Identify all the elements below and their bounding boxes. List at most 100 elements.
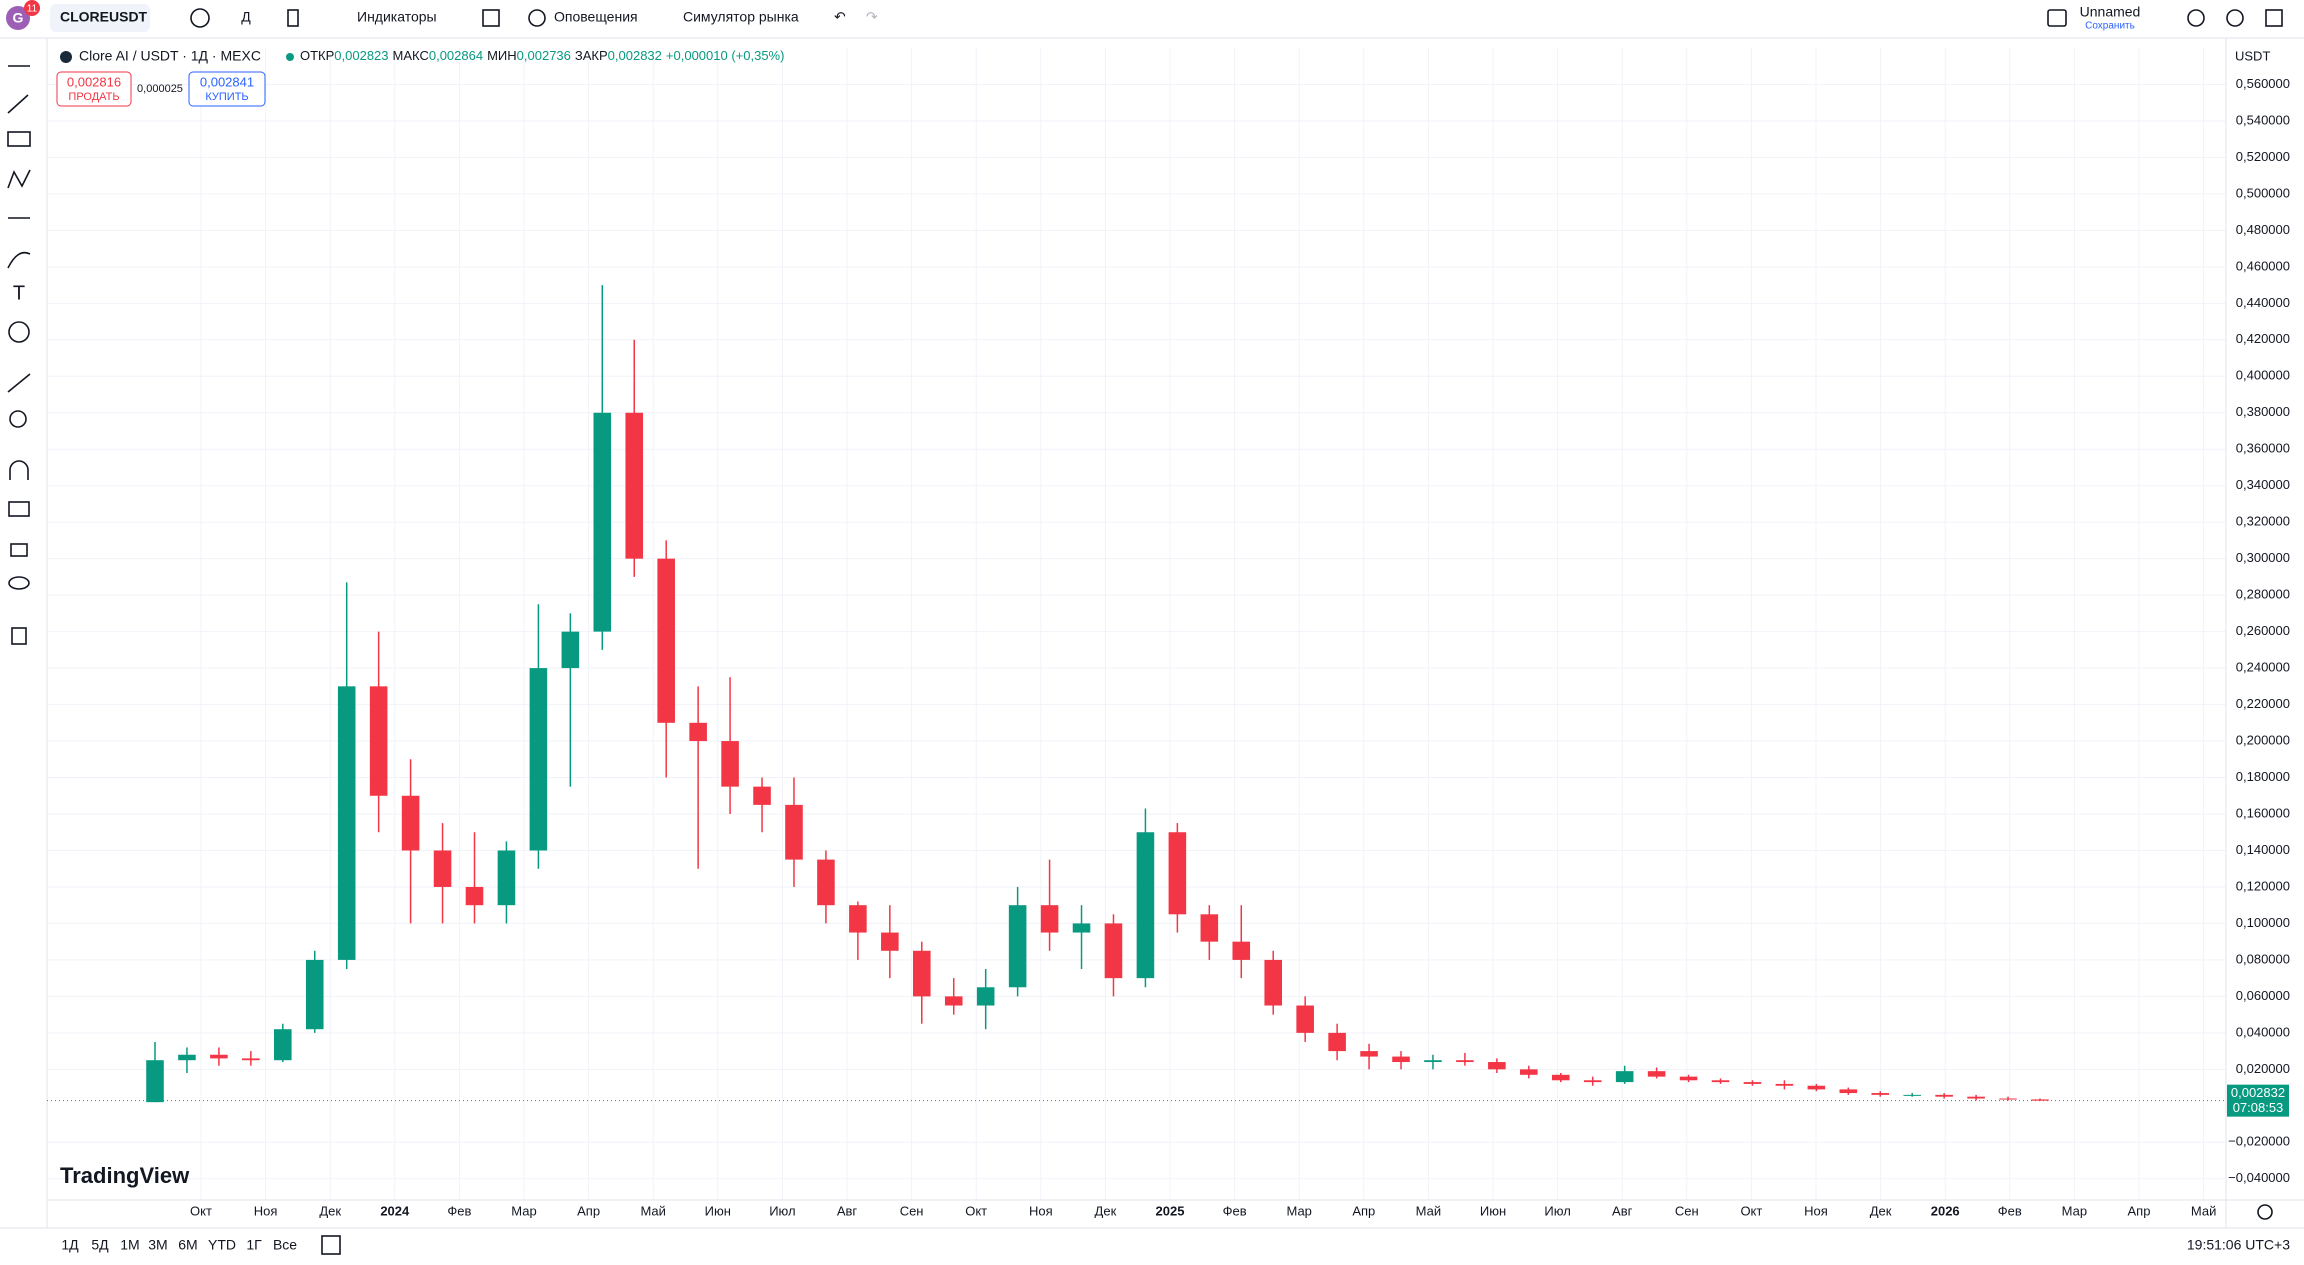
range-button[interactable]: 6М	[178, 1237, 197, 1253]
candle-body	[1392, 1056, 1410, 1063]
trendline-tool[interactable]	[7, 94, 29, 114]
symbol: CLOREUSDT	[60, 9, 148, 25]
add-symbol-icon[interactable]	[190, 8, 210, 28]
hide-tool[interactable]	[8, 576, 30, 590]
fullscreen-icon[interactable]	[2265, 9, 2283, 27]
delete-tool[interactable]	[11, 627, 27, 645]
x-tick-label: Окт	[1740, 1203, 1762, 1218]
candle-body	[1328, 1032, 1346, 1052]
x-tick-label: Ноя	[1029, 1203, 1053, 1218]
x-tick-label: Июл	[769, 1203, 795, 1218]
x-tick-label: Дек	[1095, 1203, 1117, 1218]
candle-body	[1775, 1083, 1794, 1086]
fib-tool[interactable]	[7, 131, 31, 147]
range-button[interactable]: 5Д	[91, 1237, 109, 1253]
candle-body	[529, 668, 548, 851]
magnet-tool[interactable]	[9, 460, 29, 480]
range-button[interactable]: YTD	[208, 1237, 236, 1253]
candle-body	[1999, 1098, 2017, 1100]
candle-body	[1615, 1071, 1634, 1083]
candle-body	[689, 722, 707, 742]
text-tool[interactable]: T	[13, 282, 25, 304]
candle-body	[1679, 1076, 1698, 1081]
alerts-button[interactable]: Оповещения	[554, 9, 638, 25]
zoom-tool[interactable]	[9, 410, 27, 428]
candle-body	[881, 932, 899, 951]
axis-settings-icon[interactable]	[2257, 1204, 2273, 1220]
redo[interactable]: ↷	[866, 9, 878, 25]
drawing-tools: T	[7, 65, 31, 645]
range-button[interactable]: 1Д	[61, 1237, 79, 1253]
indicators-button[interactable]: Индикаторы	[357, 9, 437, 25]
candle-body	[1743, 1082, 1762, 1084]
stay-drawing-tool[interactable]	[8, 501, 30, 517]
x-tick-label: Дек	[319, 1203, 341, 1218]
candle-body	[178, 1054, 196, 1061]
y-tick-label: 0,560000	[2236, 76, 2290, 91]
bar-countdown: 07:08:53	[2233, 1100, 2284, 1115]
interval[interactable]: Д	[241, 9, 251, 25]
range-button[interactable]: 1М	[120, 1237, 139, 1253]
save-button[interactable]: Сохранить	[2085, 21, 2135, 32]
ruler-tool[interactable]	[7, 373, 31, 393]
candle-body	[146, 1060, 164, 1103]
y-tick-label: −0,020000	[2228, 1134, 2290, 1149]
y-tick-label: 0,280000	[2236, 587, 2290, 602]
x-tick-label: Сен	[900, 1203, 924, 1218]
templates-icon[interactable]	[482, 9, 500, 27]
candle-body	[274, 1029, 292, 1061]
x-tick-label: 2024	[380, 1203, 410, 1218]
x-tick-label: Май	[2191, 1203, 2216, 1218]
candle-body	[1551, 1074, 1570, 1081]
y-tick-label: 0,260000	[2236, 623, 2290, 638]
avatar[interactable]	[6, 6, 30, 30]
y-tick-label: 0,480000	[2236, 222, 2290, 237]
currency[interactable]: USDT	[2235, 48, 2270, 63]
pattern-tool[interactable]	[7, 169, 31, 189]
x-tick-label: Апр	[577, 1203, 600, 1218]
alerts-icon[interactable]	[528, 9, 546, 27]
legend-title: Clore AI / USDT · 1Д · MEXC	[79, 48, 261, 64]
layout-icon[interactable]	[2047, 9, 2067, 27]
lock-tool[interactable]	[10, 543, 28, 557]
close-label: ЗАКР	[575, 48, 608, 63]
settings-icon[interactable]	[2226, 9, 2244, 27]
candle-body	[561, 631, 580, 669]
x-tick-label: Окт	[965, 1203, 987, 1218]
search-icon[interactable]	[2187, 9, 2205, 27]
candle-body	[1264, 959, 1283, 1006]
layout-name[interactable]: Unnamed	[2080, 4, 2141, 20]
x-tick-label: Ноя	[1804, 1203, 1828, 1218]
x-tick-label: Апр	[2128, 1203, 2151, 1218]
y-tick-label: 0,060000	[2236, 988, 2290, 1003]
buy-button[interactable]	[188, 71, 266, 107]
candle-body	[1104, 923, 1123, 979]
icons-tool[interactable]	[8, 321, 30, 343]
candle-body	[1583, 1080, 1602, 1083]
replay-button[interactable]: Симулятор рынка	[683, 9, 799, 25]
legend-ohlc: ОТКР0,002823 МАКС0,002864 МИН0,002736 ЗАКР0…	[300, 48, 784, 63]
y-tick-label: 0,080000	[2236, 951, 2290, 966]
date-range-icon[interactable]	[321, 1235, 341, 1255]
range-button[interactable]: 1Г	[246, 1237, 262, 1253]
candle-body	[2031, 1099, 2049, 1101]
chart-type-icon[interactable]	[287, 9, 299, 27]
candle-body	[785, 804, 803, 860]
sell-button[interactable]	[56, 71, 132, 107]
y-tick-label: 0,020000	[2236, 1061, 2290, 1076]
symbol-button[interactable]	[50, 4, 150, 32]
x-tick-label: Сен	[1675, 1203, 1699, 1218]
undo[interactable]: ↶	[834, 9, 846, 25]
y-tick-label: 0,320000	[2236, 514, 2290, 529]
x-tick-label: Фев	[447, 1203, 471, 1218]
candle-body	[1040, 905, 1059, 933]
range-button[interactable]: Все	[273, 1237, 297, 1253]
candle-body	[305, 959, 324, 1030]
y-tick-label: 0,160000	[2236, 805, 2290, 820]
y-tick-label: 0,100000	[2236, 915, 2290, 930]
candle-body	[625, 412, 644, 559]
range-button[interactable]: 3М	[148, 1237, 167, 1253]
brush-tool[interactable]	[7, 251, 31, 269]
watermark: TradingView	[60, 1163, 190, 1188]
high-label: МАКС	[393, 48, 429, 63]
